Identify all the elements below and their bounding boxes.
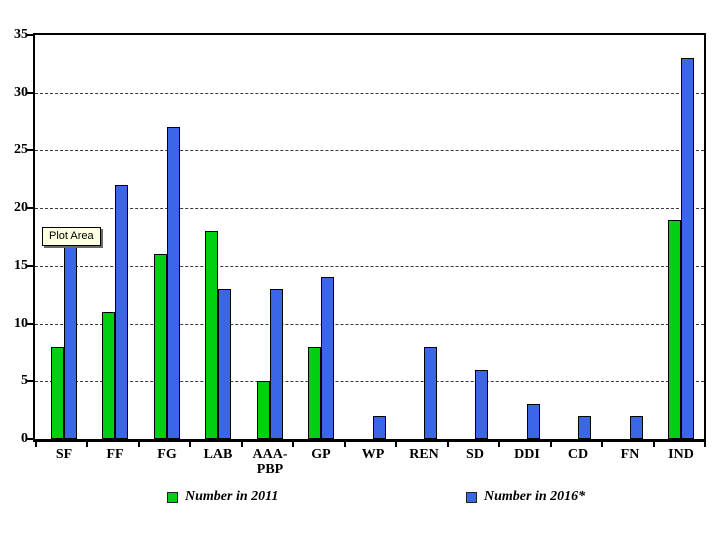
x-category-label-line: FG [157,447,177,462]
x-category-label-line: FN [620,447,640,462]
x-category-label-SF: SF [36,447,92,462]
y-tick-label-25: 25 [14,142,28,158]
y-tick-label-20: 20 [14,200,28,216]
y-tick-label-30: 30 [14,84,28,100]
x-tick-5 [292,442,294,447]
y-tick-label-5: 5 [21,373,28,389]
x-tick-11 [601,442,603,447]
x-category-label-DDI: DDI [499,447,555,462]
bar-2011-FG[interactable] [154,254,167,439]
x-category-label-FN: FN [602,447,658,462]
gridline-10 [35,323,704,325]
plot-area-tooltip: Plot Area [42,227,101,246]
gridline-25 [35,150,704,152]
y-tick-label-35: 35 [14,27,28,42]
y-tick-15 [27,264,34,267]
x-category-label-FG: FG [139,447,195,462]
x-category-label-LAB: LAB [190,447,246,462]
x-category-label-SD: SD [447,447,503,462]
x-category-label-FF: FF [87,447,143,462]
bar-2011-AAA-PBP[interactable] [257,381,270,439]
bar-2016-FG[interactable] [167,127,180,439]
y-tick-30 [27,91,34,94]
bar-2011-FF[interactable] [102,312,115,439]
y-tick-label-0: 0 [21,431,28,446]
y-tick-10 [27,322,34,325]
gridline-5 [35,381,704,383]
y-tick-label-10: 10 [14,315,28,331]
bar-2016-IND[interactable] [681,58,694,439]
x-category-label-CD: CD [550,447,606,462]
x-category-label-line: LAB [203,447,233,462]
y-tick-35 [27,34,34,36]
gridline-20 [35,208,704,210]
x-tick-9 [498,442,500,447]
x-category-label-line: DDI [514,447,540,462]
x-category-label-REN: REN [396,447,452,462]
x-tick-13 [704,442,706,447]
y-tick-label-15: 15 [14,257,28,273]
x-category-label-line: GP [311,447,331,462]
legend-label-2016: Number in 2016* [484,489,586,504]
x-category-label-line: SD [466,447,484,462]
y-tick-25 [27,149,34,152]
x-category-label-line: SF [55,447,73,462]
bar-2016-FF[interactable] [115,185,128,439]
x-category-label-GP: GP [293,447,349,462]
legend-marker-2011-icon [167,491,178,503]
legend-label-2011: Number in 2011 [185,489,279,504]
x-tick-6 [344,442,346,447]
x-tick-2 [138,442,140,447]
bar-2011-GP[interactable] [308,347,321,439]
x-tick-12 [653,442,655,447]
y-tick-0 [27,438,34,440]
bar-2011-SF[interactable] [51,347,64,439]
x-category-label-WP: WP [345,447,401,462]
x-category-label-line: AAA- [252,447,288,462]
gridline-15 [35,265,704,267]
bar-2016-AAA-PBP[interactable] [270,289,283,439]
bar-2016-SD[interactable] [475,370,488,439]
x-tick-10 [550,442,552,447]
legend-item-2011[interactable]: Number in 2011 [167,489,278,505]
bar-2016-SF[interactable] [64,243,77,439]
x-category-label-line: FF [106,447,124,462]
bar-2016-LAB[interactable] [218,289,231,439]
x-tick-7 [395,442,397,447]
gridline-30 [35,92,704,94]
x-category-label-IND: IND [653,447,709,462]
bar-2016-FN[interactable] [630,416,643,439]
x-tick-4 [241,442,243,447]
x-category-label-AAA-PBP: AAA- PBP [242,447,298,477]
x-tick-3 [189,442,191,447]
x-category-label-line: IND [668,447,694,462]
legend-marker-2016-icon [466,491,477,503]
bar-2016-WP[interactable] [373,416,386,439]
plot-area[interactable] [33,33,706,442]
x-category-label-line: WP [361,447,385,462]
x-category-label-line: CD [567,447,589,462]
y-tick-5 [27,380,34,383]
bar-2016-REN[interactable] [424,347,437,439]
bar-2016-DDI[interactable] [527,404,540,439]
x-tick-0 [35,442,37,447]
bar-2011-LAB[interactable] [205,231,218,439]
bar-2011-IND[interactable] [668,220,681,439]
bar-2016-CD[interactable] [578,416,591,439]
x-tick-1 [86,442,88,447]
bar-2016-GP[interactable] [321,277,334,439]
legend-item-2016[interactable]: Number in 2016* [466,489,585,505]
x-tick-8 [447,442,449,447]
y-tick-20 [27,207,34,210]
x-category-label-line: REN [409,447,439,462]
x-category-label-line: PBP [256,462,284,477]
tooltip-text: Plot Area [49,230,94,242]
